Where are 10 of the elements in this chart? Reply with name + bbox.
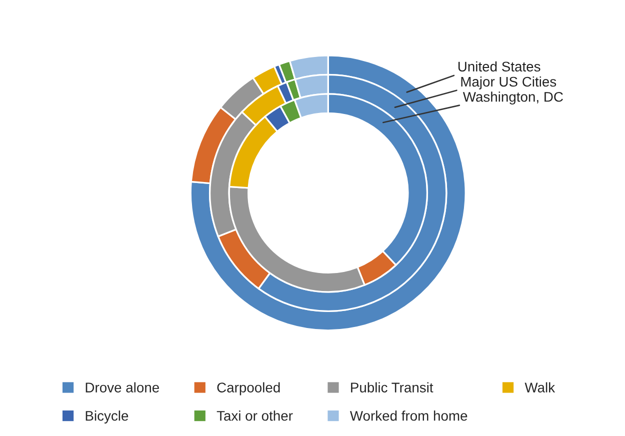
legend-label: Walk [524, 382, 556, 392]
legend-label: Carpooled [217, 382, 280, 396]
slice-label: Major US Cities [461, 76, 556, 90]
legend-label: Drove alone [86, 382, 159, 392]
legend-label: Taxi or other [216, 410, 293, 421]
legend-label: Bicycle [86, 410, 128, 424]
slice-label: United States [458, 61, 540, 72]
legend-label: Worked from home [350, 410, 468, 421]
legend-label: Public Transit [351, 382, 434, 392]
slice-label: Washington, DC [462, 92, 563, 105]
